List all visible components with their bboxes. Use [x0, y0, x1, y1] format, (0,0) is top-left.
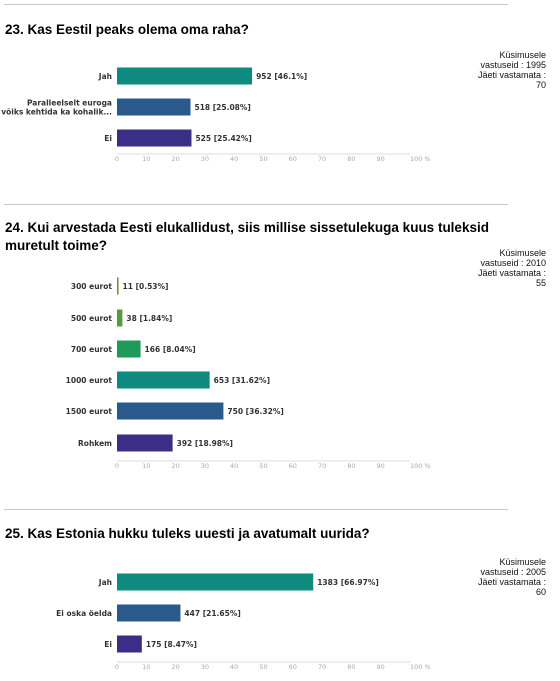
x-tick-label: 10	[142, 462, 150, 470]
x-tick-label: 20	[171, 155, 179, 163]
bar	[117, 98, 191, 116]
bar	[117, 635, 142, 653]
data-label: 750 [36.32%]	[227, 407, 283, 416]
x-tick-label: 70	[318, 462, 326, 470]
skipped-label: Jäeti vastamata :	[477, 577, 546, 587]
question-24-section: 24. Kui arvestada Eesti elukallidust, si…	[0, 200, 560, 500]
x-tick-label: 20	[171, 462, 179, 470]
x-tick-label: 0	[115, 155, 119, 163]
respondents-label: Küsimusele	[499, 50, 546, 60]
category-label: Rohkem	[78, 439, 112, 448]
x-tick-label: 90	[377, 155, 385, 163]
bar	[117, 67, 253, 85]
bar-chart-q25: 0 10 20 30 40 50 60 70 80 90 100 % Jah 1383 [66.97%]…	[56, 573, 431, 671]
question-25-section: 25. Kas Estonia hukku tuleks uuesti ja a…	[0, 500, 560, 681]
section-divider	[4, 509, 508, 510]
category-label: Jah	[98, 578, 112, 587]
category-label: 500 eurot	[71, 314, 113, 323]
bar	[117, 309, 123, 327]
x-tick-label: 60	[289, 155, 297, 163]
category-label: 300 eurot	[71, 282, 113, 291]
data-label: 525 [25.42%]	[195, 134, 251, 143]
respondents-label: Küsimusele	[499, 557, 546, 567]
respondents-count: vastuseid : 2005	[480, 567, 546, 577]
data-label: 392 [18.98%]	[177, 439, 233, 448]
x-tick-label: 50	[259, 155, 267, 163]
x-tick-label: 70	[318, 663, 326, 671]
x-tick-label: 40	[230, 155, 238, 163]
category-label: võiks kehtida ka kohalik...	[1, 108, 112, 117]
section-divider	[4, 204, 508, 205]
data-label: 952 [46.1%]	[256, 72, 307, 81]
x-tick-label: 40	[230, 663, 238, 671]
bar-chart-q23: 0 10 20 30 40 50 60 70 80 90 100 % Jah 952 [46.1%] Pa…	[1, 67, 431, 163]
category-label: Jah	[98, 72, 112, 81]
x-tick-label: 100 %	[410, 663, 431, 671]
bar-chart-q24: 0 10 20 30 40 50 60 70 80 90 100 % 300 eurot 11 [0.5…	[66, 277, 431, 470]
category-label: Ei oska öelda	[56, 609, 112, 618]
x-tick-label: 70	[318, 155, 326, 163]
x-tick-label: 80	[347, 462, 355, 470]
bar	[117, 573, 314, 591]
x-tick-label: 10	[142, 155, 150, 163]
x-tick-label: 40	[230, 462, 238, 470]
data-label: 653 [31.62%]	[214, 376, 270, 385]
x-tick-label: 20	[171, 663, 179, 671]
skipped-label: Jäeti vastamata :	[477, 70, 546, 80]
bar	[117, 402, 224, 420]
response-stats: Küsimusele vastuseid : 2010 Jäeti vastam…	[426, 248, 546, 288]
respondents-label: Küsimusele	[499, 248, 546, 258]
bar	[117, 604, 181, 622]
x-tick-label: 60	[289, 462, 297, 470]
data-label: 166 [8.04%]	[145, 345, 196, 354]
bar	[117, 371, 210, 389]
x-tick-label: 30	[201, 155, 209, 163]
x-tick-label: 30	[201, 663, 209, 671]
respondents-count: vastuseid : 2010	[480, 258, 546, 268]
x-tick-label: 80	[347, 663, 355, 671]
question-title: 24. Kui arvestada Eesti elukallidust, si…	[5, 220, 489, 253]
x-tick-label: 90	[377, 663, 385, 671]
x-tick-label: 30	[201, 462, 209, 470]
category-label: Ei	[104, 640, 112, 649]
section-divider	[4, 4, 508, 5]
skipped-count: 70	[535, 80, 546, 90]
data-label: 38 [1.84%]	[126, 314, 172, 323]
skipped-label: Jäeti vastamata :	[477, 268, 546, 278]
category-label: Ei	[104, 134, 112, 143]
x-tick-label: 100 %	[410, 462, 431, 470]
x-tick-label: 60	[289, 663, 297, 671]
bar	[117, 129, 192, 147]
data-label: 1383 [66.97%]	[317, 578, 379, 587]
data-label: 447 [21.65%]	[184, 609, 240, 618]
skipped-count: 55	[535, 278, 546, 288]
category-label: 700 eurot	[71, 345, 113, 354]
response-stats: Küsimusele vastuseid : 1995 Jäeti vastam…	[426, 50, 546, 90]
respondents-count: vastuseid : 1995	[480, 60, 546, 70]
x-tick-label: 50	[259, 462, 267, 470]
data-label: 175 [8.47%]	[146, 640, 197, 649]
x-tick-label: 0	[115, 462, 119, 470]
x-tick-label: 90	[377, 462, 385, 470]
bar	[117, 434, 173, 452]
response-stats: Küsimusele vastuseid : 2005 Jäeti vastam…	[426, 557, 546, 597]
data-label: 518 [25.08%]	[194, 103, 250, 112]
category-label: 1000 eurot	[66, 376, 113, 385]
question-23-section: 23. Kas Eestil peaks olema oma raha? Küs…	[0, 0, 560, 200]
data-label: 11 [0.53%]	[123, 282, 169, 291]
question-title: 23. Kas Eestil peaks olema oma raha?	[5, 22, 249, 37]
category-label: Paralleelselt euroga	[27, 99, 112, 108]
category-label: 1500 eurot	[66, 407, 113, 416]
x-tick-label: 0	[115, 663, 119, 671]
bar	[117, 277, 119, 295]
skipped-count: 60	[535, 587, 546, 597]
question-title: 25. Kas Estonia hukku tuleks uuesti ja a…	[5, 526, 370, 541]
x-tick-label: 10	[142, 663, 150, 671]
x-tick-label: 80	[347, 155, 355, 163]
x-tick-label: 100 %	[410, 155, 431, 163]
bar	[117, 340, 141, 358]
x-tick-label: 50	[259, 663, 267, 671]
